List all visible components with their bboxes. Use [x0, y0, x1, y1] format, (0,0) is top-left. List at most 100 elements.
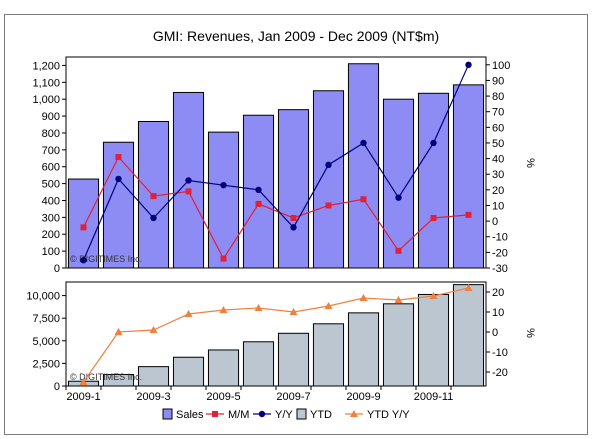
- data-point: [360, 196, 367, 203]
- series-line: [83, 287, 469, 383]
- right-tick-label: 70: [492, 107, 504, 119]
- data-point: [395, 194, 402, 201]
- right-tick-label: 100: [492, 60, 510, 72]
- data-point: [114, 328, 123, 335]
- bar: [382, 303, 415, 387]
- legend-label: Y/Y: [275, 409, 293, 421]
- data-point: [324, 302, 333, 309]
- data-point: [360, 139, 367, 147]
- right-tick-label: 90: [492, 75, 504, 87]
- data-point: [185, 177, 192, 184]
- data-point: [465, 211, 472, 218]
- left-tick-label: 0: [54, 381, 60, 393]
- data-point: [185, 188, 192, 195]
- right-tick-label: 80: [492, 91, 504, 103]
- data-point: [325, 161, 332, 169]
- right-tick-label: -10: [492, 347, 508, 359]
- watermark: © DIGITIMES Inc.: [70, 254, 142, 264]
- left-tick-label: 100: [42, 246, 60, 258]
- bar: [207, 349, 240, 387]
- x-tick-label: 2009-9: [346, 391, 380, 403]
- right-axis-label: %: [524, 328, 536, 338]
- legend-swatch: [162, 408, 173, 420]
- legend-label: YTD: [310, 409, 332, 421]
- bar: [242, 341, 275, 387]
- right-tick-label: 20: [492, 287, 504, 299]
- legend-label: Sales: [176, 409, 204, 421]
- data-point: [80, 224, 87, 231]
- legend-marker: [212, 411, 218, 417]
- left-tick-label: 500: [42, 179, 60, 191]
- data-point: [150, 193, 157, 200]
- data-point: [115, 175, 122, 183]
- left-tick-label: 7,500: [32, 313, 60, 325]
- bar: [452, 284, 485, 387]
- x-tick-label: 2009-5: [206, 391, 240, 403]
- legend-marker: [350, 410, 358, 417]
- right-tick-label: 50: [492, 138, 504, 150]
- revenue-plot: 01002003004005006007008009001,0001,1001,…: [32, 56, 536, 275]
- data-point: [395, 247, 402, 254]
- data-point: [150, 214, 157, 222]
- legend-swatch: [296, 408, 307, 420]
- left-tick-label: 0: [54, 263, 60, 275]
- right-tick-label: 60: [492, 122, 504, 134]
- data-point: [464, 284, 473, 291]
- right-tick-label: 10: [492, 307, 504, 319]
- data-point: [254, 304, 263, 311]
- bar: [102, 141, 135, 269]
- left-tick-label: 700: [42, 145, 60, 157]
- left-tick-label: 2,500: [32, 358, 60, 370]
- bar: [102, 373, 135, 387]
- bar: [347, 312, 380, 387]
- bar: [277, 109, 310, 269]
- chart-title: GMI: Revenues, Jan 2009 - Dec 2009 (NT$m…: [153, 28, 439, 44]
- x-tick-label: 2009-1: [66, 391, 100, 403]
- left-tick-label: 600: [42, 162, 60, 174]
- left-tick-label: 1,200: [32, 60, 60, 72]
- left-tick-label: 10,000: [26, 291, 60, 303]
- right-tick-label: 10: [492, 200, 504, 212]
- left-tick-label: 200: [42, 229, 60, 241]
- right-tick-label: 0: [492, 216, 498, 228]
- data-point: [430, 139, 437, 147]
- x-tick-label: 2009-11: [414, 391, 454, 403]
- right-tick-label: 0: [492, 327, 498, 339]
- watermark: © DIGITIMES Inc.: [70, 372, 142, 382]
- data-point: [429, 292, 438, 299]
- left-tick-label: 1,100: [32, 77, 60, 89]
- data-point: [290, 214, 297, 221]
- left-tick-label: 1,000: [32, 94, 60, 106]
- legend-label: M/M: [228, 409, 249, 421]
- data-point: [359, 294, 368, 301]
- bar: [312, 323, 345, 387]
- bar: [452, 84, 485, 269]
- bar: [207, 131, 240, 269]
- left-tick-label: 300: [42, 212, 60, 224]
- left-tick-label: 800: [42, 128, 60, 140]
- right-tick-label: 30: [492, 169, 504, 181]
- data-point: [220, 255, 227, 262]
- data-point: [255, 200, 262, 207]
- bar: [277, 332, 310, 387]
- data-point: [394, 296, 403, 303]
- left-tick-label: 400: [42, 195, 60, 207]
- data-point: [255, 186, 262, 194]
- bar: [347, 63, 380, 269]
- left-tick-label: 900: [42, 111, 60, 123]
- bar: [172, 356, 205, 387]
- x-tick-label: 2009-3: [136, 391, 170, 403]
- bar: [67, 178, 100, 269]
- data-point: [79, 378, 88, 385]
- data-point: [115, 154, 122, 161]
- bar: [417, 293, 450, 387]
- data-point: [149, 326, 158, 333]
- data-point: [219, 306, 228, 313]
- series-line: [82, 155, 469, 260]
- plot-area: [65, 56, 487, 269]
- legend: Sales M/M Y/Y YTD YTD Y/Y: [162, 408, 410, 421]
- plot-area: [65, 281, 487, 387]
- right-tick-label: -30: [492, 263, 508, 275]
- data-point: [290, 224, 297, 231]
